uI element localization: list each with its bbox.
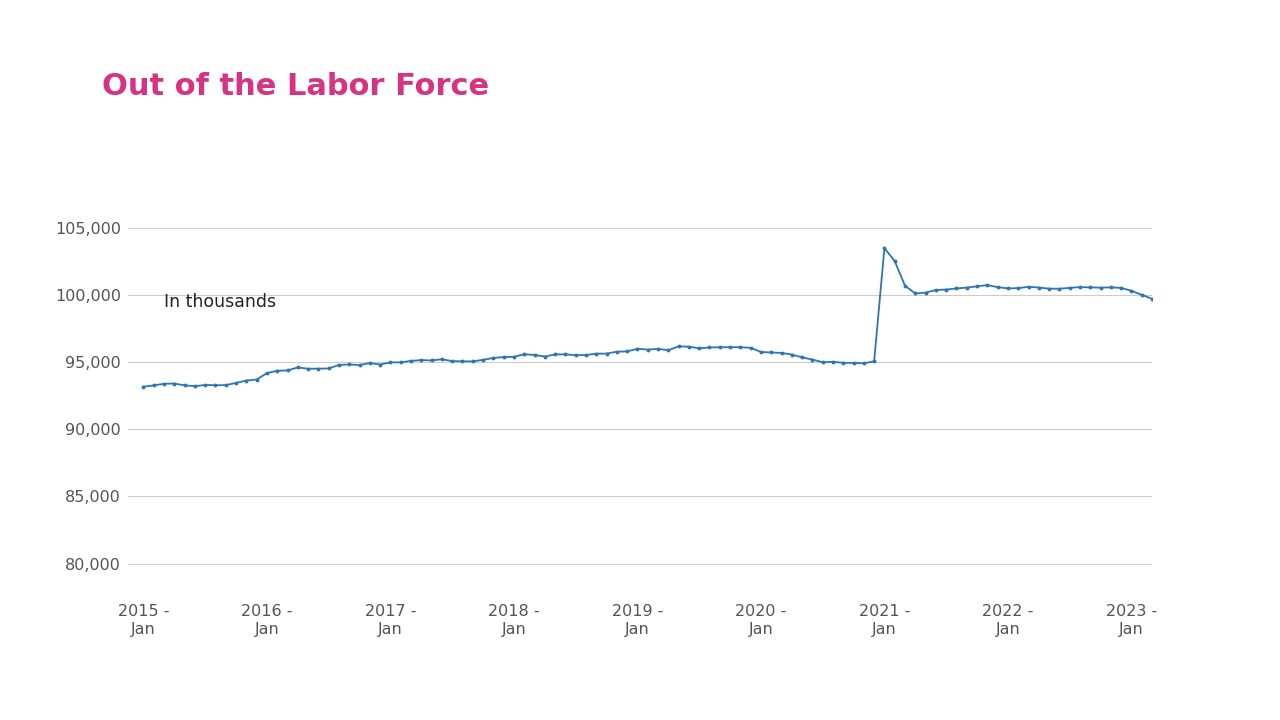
Text: In thousands: In thousands [164,293,276,311]
Text: Out of the Labor Force: Out of the Labor Force [102,72,489,101]
